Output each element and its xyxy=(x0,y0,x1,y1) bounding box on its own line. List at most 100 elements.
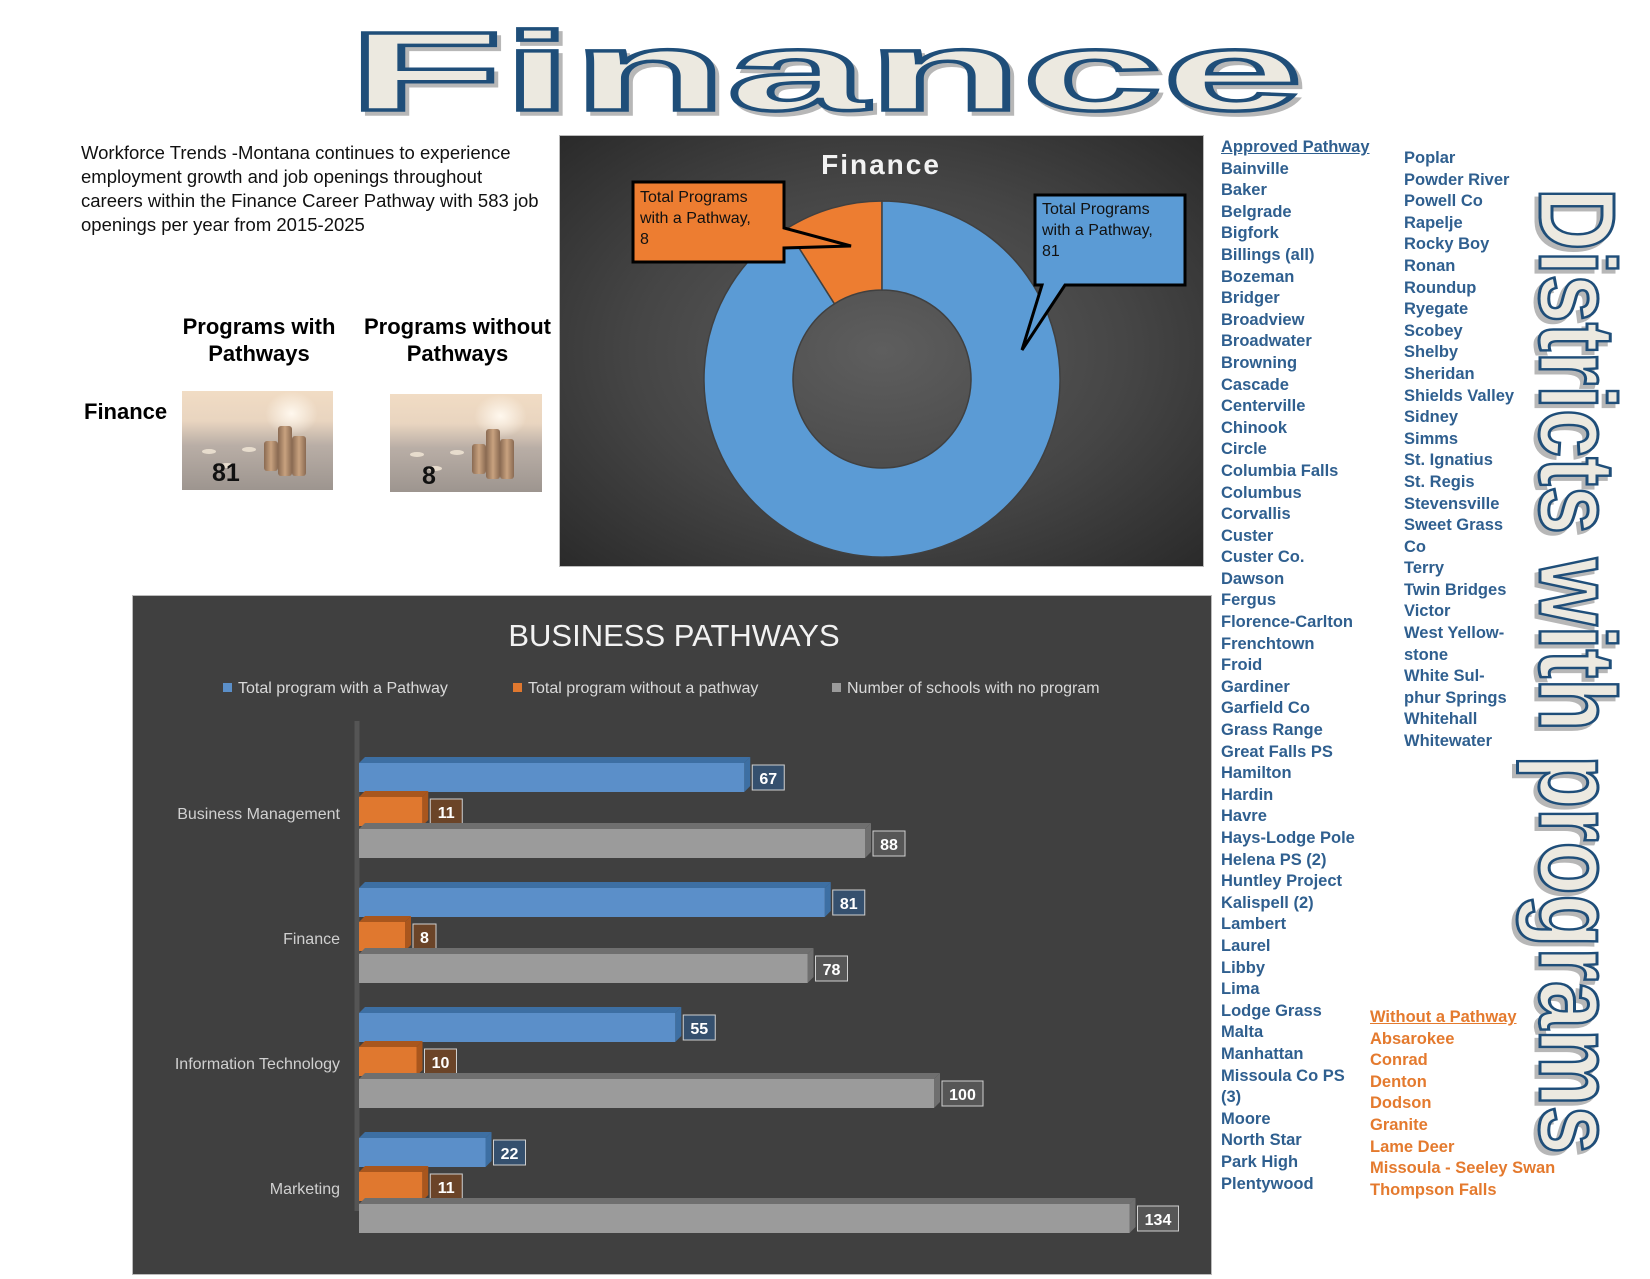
approved-district-item: Great Falls PS xyxy=(1221,742,1333,761)
approved-district-item: St. Ignatius xyxy=(1404,451,1493,470)
approved-district-item: Simms xyxy=(1404,429,1459,448)
bar-chart-title: BUSINESS PATHWAYS xyxy=(508,618,839,653)
approved-district-item: Circle xyxy=(1221,440,1267,459)
callout-with-shape xyxy=(1020,193,1187,351)
bar-top-face xyxy=(359,1132,492,1138)
bar-side-face xyxy=(422,1166,429,1201)
approved-district-item: Lambert xyxy=(1221,915,1287,934)
page-title-text: Finance xyxy=(348,10,1303,125)
approved-district-item: Malta xyxy=(1221,1023,1264,1042)
approved-district-item: Powell Co xyxy=(1404,192,1483,211)
approved-district-item: Moore xyxy=(1221,1109,1271,1128)
callout-line: Total Programs xyxy=(1042,201,1150,218)
approved-district-item: Columbia Falls xyxy=(1221,461,1339,480)
data-label-box xyxy=(493,1139,526,1166)
page-title: Finance xyxy=(346,10,1305,125)
approved-district-item: Bozeman xyxy=(1221,267,1295,286)
approved-district-item: Terry xyxy=(1404,559,1445,578)
approved-district-item: North Star xyxy=(1221,1131,1302,1150)
column-header-without-pathways: Programs without Pathways xyxy=(363,314,551,366)
value-without-pathways: 8 xyxy=(422,462,436,490)
approved-district-item: Bridger xyxy=(1221,289,1280,308)
approved-district-item: Hamilton xyxy=(1221,764,1292,783)
approved-district-item: Shields Valley xyxy=(1404,386,1515,405)
data-label-box xyxy=(429,1173,463,1200)
approved-district-item: Dawson xyxy=(1221,569,1285,588)
approved-district-item: Rocky Boy xyxy=(1404,235,1490,254)
without-pathway-district-item: Conrad xyxy=(1370,1051,1428,1070)
legend-label: Number of schools with no program xyxy=(847,680,1100,697)
bar-side-face xyxy=(1129,1198,1136,1233)
without-pathway-district-item: Missoula - Seeley Swan xyxy=(1370,1159,1556,1178)
data-label-box xyxy=(815,955,848,982)
data-label: 11 xyxy=(438,805,455,822)
coin-stack xyxy=(292,436,306,476)
bar-top-face xyxy=(359,757,751,763)
approved-pathway-list-col2: Poplar Powder River Powell Co Rapelje Rocky … xyxy=(1404,148,1514,753)
approved-district-item: Belgrade xyxy=(1221,202,1292,221)
districts-with-programs-vertical-title: Districts with programs xyxy=(1516,187,1640,1156)
legend-swatch xyxy=(223,683,232,692)
approved-district-item: West Yellow- xyxy=(1404,624,1505,643)
bar xyxy=(359,763,745,792)
approved-district-item: Victor xyxy=(1404,602,1451,621)
column-header-with-pathways: Programs with Pathways xyxy=(182,314,336,366)
approved-district-item: Broadview xyxy=(1221,310,1305,329)
bar-top-face xyxy=(359,1041,423,1047)
approved-district-item: Manhattan xyxy=(1221,1044,1304,1063)
category-label: Business Management xyxy=(177,806,340,823)
bar-side-face xyxy=(807,948,814,983)
legend-swatch xyxy=(832,683,841,692)
data-label-box xyxy=(682,1014,716,1041)
donut-chart-svg: Finance Total Programs with a Pathway, 8… xyxy=(631,149,1187,558)
approved-district-item: Corvallis xyxy=(1221,505,1291,524)
finance-donut-chart: Finance Total Programs with a Pathway, 8… xyxy=(559,135,1204,567)
approved-district-item: Gardiner xyxy=(1221,677,1290,696)
without-pathway-list: Without a Pathway Absarokee Conrad Denton D… xyxy=(1370,1007,1555,1201)
bar-top-face xyxy=(359,791,429,797)
approved-district-item: Cascade xyxy=(1221,375,1289,394)
approved-district-item: Bigfork xyxy=(1221,224,1279,243)
without-pathway-district-item: Absarokee xyxy=(1370,1029,1455,1048)
coin-stack xyxy=(500,439,514,479)
approved-district-item: Froid xyxy=(1221,656,1263,675)
bar xyxy=(359,1138,486,1167)
approved-district-item: Garfield Co xyxy=(1221,699,1310,718)
without-pathway-district-item: Dodson xyxy=(1370,1094,1432,1113)
approved-district-item: Poplar xyxy=(1404,149,1456,167)
approved-district-item: Rapelje xyxy=(1404,213,1463,232)
data-label: 10 xyxy=(432,1055,450,1072)
bar-top-face xyxy=(359,1198,1136,1204)
approved-district-item: Sweet Grass xyxy=(1404,516,1504,535)
approved-district-item: Kalispell (2) xyxy=(1221,893,1314,912)
data-label: 8 xyxy=(420,930,429,947)
data-label-box xyxy=(429,798,463,825)
approved-pathway-list-col1: Approved Pathway Bainville Baker Belgrade B… xyxy=(1221,137,1370,1195)
approved-district-item: Browning xyxy=(1221,353,1298,372)
approved-district-item: Havre xyxy=(1221,807,1267,826)
approved-district-item: Hays-Lodge Pole xyxy=(1221,829,1355,847)
approved-district-item: Shelby xyxy=(1404,343,1459,362)
data-label: 88 xyxy=(880,837,898,854)
data-label: 22 xyxy=(501,1146,519,1163)
without-pathway-header: Without a Pathway xyxy=(1370,1008,1517,1026)
approved-district-item: Huntley Project xyxy=(1221,872,1343,891)
approved-district-item: Plentywood xyxy=(1221,1174,1314,1193)
approved-district-item: Sheridan xyxy=(1404,364,1475,383)
callout-without-shape xyxy=(631,180,852,264)
data-label-box xyxy=(941,1080,984,1107)
approved-district-item: Sidney xyxy=(1404,408,1459,427)
bar-side-face xyxy=(824,882,831,917)
approved-district-item: Hardin xyxy=(1221,785,1274,804)
coin xyxy=(410,452,424,457)
bar xyxy=(359,888,825,917)
approved-district-item: Park High xyxy=(1221,1152,1299,1171)
approved-district-item: Helena PS (2) xyxy=(1221,850,1327,869)
approved-district-item: stone xyxy=(1404,645,1449,664)
callout-without-pathway: Total Programs with a Pathway, 8 xyxy=(631,180,852,264)
category-label: Information Technology xyxy=(175,1056,340,1073)
donut-title: Finance xyxy=(821,149,941,180)
coin xyxy=(428,466,442,471)
bar-chart-svg: BUSINESS PATHWAYS Total program with a P… xyxy=(175,618,1179,1233)
bar xyxy=(359,1013,676,1042)
